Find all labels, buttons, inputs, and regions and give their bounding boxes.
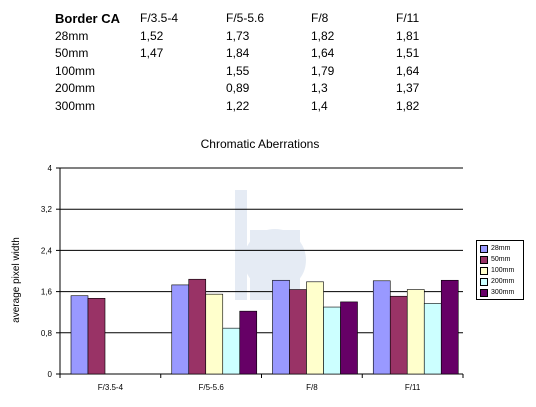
legend-item: 200mm bbox=[480, 276, 523, 287]
table-cell: 100mm bbox=[55, 63, 96, 78]
bar-200mm-F/8 bbox=[323, 306, 341, 375]
table-cell: 300mm bbox=[55, 98, 96, 113]
bar-50mm-F/5-5.6 bbox=[188, 278, 207, 375]
legend-label: 200mm bbox=[491, 278, 515, 285]
table-header-cell: Border CA bbox=[55, 11, 121, 26]
legend-item: 28mm bbox=[480, 243, 523, 254]
y-tick-label: 4 bbox=[48, 164, 53, 173]
table-cell: 1,51 bbox=[396, 46, 420, 61]
y-tick-label: 0 bbox=[48, 370, 53, 379]
table-cell: 1,64 bbox=[311, 46, 335, 61]
legend-swatch bbox=[480, 288, 488, 297]
bar-50mm-F/3.5-4 bbox=[87, 297, 106, 375]
x-tick-label: F/5-5.6 bbox=[198, 383, 224, 392]
legend-label: 100mm bbox=[491, 267, 515, 274]
bar-200mm-F/11 bbox=[423, 303, 442, 375]
table-cell: 1,55 bbox=[226, 63, 250, 78]
legend-swatch bbox=[480, 277, 488, 286]
y-tick-label: 1,6 bbox=[41, 288, 53, 297]
bar-300mm-F/8 bbox=[340, 301, 358, 375]
legend-swatch bbox=[480, 244, 488, 253]
legend-swatch bbox=[480, 266, 488, 275]
x-tick-label: F/11 bbox=[405, 383, 421, 392]
table-header-cell: F/5-5.6 bbox=[226, 11, 265, 25]
table-cell: 1,64 bbox=[396, 63, 420, 78]
table-cell: 1,79 bbox=[311, 63, 335, 78]
y-tick-label: 0,8 bbox=[41, 329, 53, 338]
bar-28mm-F/5-5.6 bbox=[171, 284, 190, 375]
table-row: 200mm 0,89 1,3 1,37 bbox=[55, 80, 456, 98]
legend-swatch bbox=[480, 255, 488, 264]
x-tick-label: F/8 bbox=[306, 383, 318, 392]
table-header-cell: F/8 bbox=[311, 11, 329, 25]
table-cell: 1,82 bbox=[396, 98, 420, 113]
legend: 28mm 50mm 100mm 200mm 300mm bbox=[476, 240, 524, 300]
data-table: Border CA F/3.5-4 F/5-5.6 F/8 F/11 28mm 1,52 1,… bbox=[55, 10, 456, 116]
table-header-cell: F/3.5-4 bbox=[140, 11, 179, 25]
table-cell: 1,37 bbox=[396, 81, 420, 96]
table-row: 300mm 1,22 1,4 1,82 bbox=[55, 98, 456, 116]
bar-100mm-F/11 bbox=[406, 289, 425, 375]
bar-50mm-F/11 bbox=[389, 295, 408, 375]
y-tick-label: 3,2 bbox=[41, 205, 53, 214]
table-cell: 200mm bbox=[55, 81, 96, 96]
table-header-cell: F/11 bbox=[396, 11, 420, 25]
watermark-logo bbox=[235, 190, 306, 300]
legend-label: 300mm bbox=[491, 289, 515, 296]
legend-item: 50mm bbox=[480, 254, 523, 265]
y-tick-label: 2,4 bbox=[41, 246, 53, 255]
x-tick-label: F/3.5-4 bbox=[98, 383, 124, 392]
table-cell: 1,47 bbox=[140, 46, 164, 61]
table-row: 28mm 1,52 1,73 1,82 1,81 bbox=[55, 28, 456, 46]
table-cell: 1,4 bbox=[311, 98, 328, 113]
table-body: Border CA F/3.5-4 F/5-5.6 F/8 F/11 28mm 1,52 1,… bbox=[55, 10, 456, 116]
table-cell: 1,3 bbox=[311, 81, 328, 96]
bar-200mm-F/5-5.6 bbox=[222, 327, 241, 375]
table-cell: 28mm bbox=[55, 28, 89, 43]
table-row: 100mm 1,55 1,79 1,64 bbox=[55, 63, 456, 81]
bar-50mm-F/8 bbox=[289, 289, 307, 375]
table-cell: 1,82 bbox=[311, 28, 335, 43]
table-cell: 0,89 bbox=[226, 81, 250, 96]
bar-28mm-F/8 bbox=[272, 279, 290, 375]
legend-label: 50mm bbox=[491, 256, 511, 263]
legend-label: 28mm bbox=[491, 245, 511, 252]
legend-item: 300mm bbox=[480, 287, 523, 298]
table-cell: 50mm bbox=[55, 46, 89, 61]
bar-100mm-F/8 bbox=[306, 281, 324, 375]
bar-100mm-F/5-5.6 bbox=[205, 293, 224, 375]
table-cell: 1,84 bbox=[226, 46, 250, 61]
bar-300mm-F/5-5.6 bbox=[239, 310, 258, 375]
table-cell: 1,22 bbox=[226, 98, 250, 113]
table-cell: 1,52 bbox=[140, 28, 164, 43]
y-axis-label: average pixel width bbox=[11, 237, 22, 323]
table-row: 50mm 1,47 1,84 1,64 1,51 bbox=[55, 45, 456, 63]
bar-300mm-F/11 bbox=[440, 279, 459, 375]
chart-title: Chromatic Aberrations bbox=[200, 137, 320, 151]
bar-28mm-F/3.5-4 bbox=[70, 295, 89, 375]
bar-28mm-F/11 bbox=[372, 280, 391, 375]
table-cell: 1,81 bbox=[396, 28, 420, 43]
table-cell: 1,73 bbox=[226, 28, 250, 43]
table-header-row: Border CA F/3.5-4 F/5-5.6 F/8 F/11 bbox=[55, 10, 456, 28]
legend-item: 100mm bbox=[480, 265, 523, 276]
